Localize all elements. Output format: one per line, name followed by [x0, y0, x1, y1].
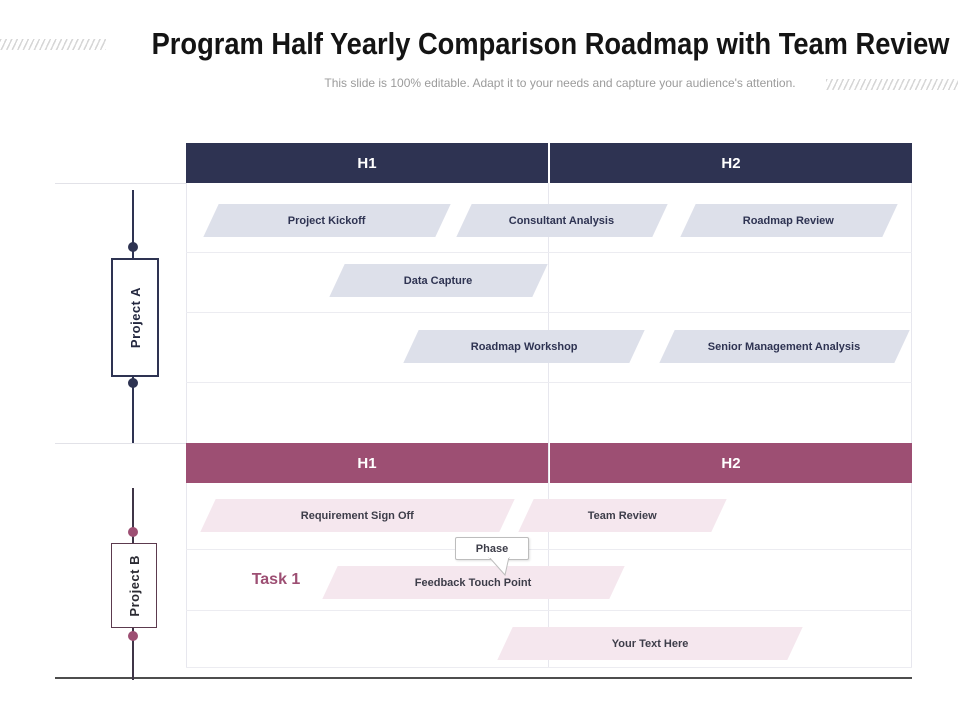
row-separator: [186, 382, 912, 383]
project-b-timeline-dot: [128, 631, 138, 641]
hatch-decoration-left-icon: [0, 39, 106, 50]
task-label: Roadmap Review: [743, 214, 835, 227]
phase-callout-label: Phase: [475, 542, 509, 555]
h1-h2-column-divider: [548, 183, 549, 668]
project-b-label-box: Project B: [111, 543, 157, 628]
section-b-top-guide-line: [55, 443, 186, 444]
task-shape-your-text-here: Your Text Here: [497, 627, 803, 660]
row-separator: [186, 312, 912, 313]
task-shape-roadmap-review: Roadmap Review: [680, 204, 898, 237]
task-shape-consultant-analysis: Consultant Analysis: [456, 204, 668, 237]
project-a-h1-header: H1: [186, 143, 548, 183]
table-left-border: [186, 183, 187, 668]
task-shape-project-kickoff: Project Kickoff: [203, 204, 451, 237]
task-row-label: Task 1: [251, 571, 301, 588]
row-separator: [186, 252, 912, 253]
roadmap-table: H1 H2 Project Kickoff Consultant Analysi…: [186, 143, 912, 668]
slide-subtitle: This slide is 100% editable. Adapt it to…: [324, 76, 796, 90]
task-label: Feedback Touch Point: [415, 576, 532, 589]
phase-callout-pointer-icon: [488, 557, 510, 577]
project-b-timeline-dot: [128, 527, 138, 537]
project-a-timeline-dot: [128, 242, 138, 252]
section-a-top-guide-line: [55, 183, 186, 184]
task-label: Consultant Analysis: [509, 214, 615, 227]
table-right-border: [911, 183, 912, 668]
task-label: Project Kickoff: [288, 214, 366, 227]
task-label: Team Review: [588, 509, 657, 522]
task-label: Roadmap Workshop: [470, 340, 578, 353]
project-b-h2-header: H2: [550, 443, 912, 483]
task-shape-requirement-sign-off: Requirement Sign Off: [200, 499, 515, 532]
hatch-decoration-right-icon: [826, 79, 958, 90]
task-shape-data-capture: Data Capture: [329, 264, 548, 297]
task-label: Data Capture: [404, 274, 473, 287]
task-shape-roadmap-workshop: Roadmap Workshop: [403, 330, 645, 363]
slide-title: Program Half Yearly Comparison Roadmap w…: [151, 26, 950, 61]
task-label: Requirement Sign Off: [300, 509, 415, 522]
project-b-header-row: H1 H2: [186, 443, 912, 483]
row-separator: [186, 610, 912, 611]
project-a-label: Project A: [127, 286, 143, 349]
task-shape-team-review: Team Review: [518, 499, 727, 532]
project-a-h2-header: H2: [550, 143, 912, 183]
project-a-timeline-dot: [128, 378, 138, 388]
row-separator: [186, 549, 912, 550]
project-a-header-row: H1 H2: [186, 143, 912, 183]
task-shape-senior-management-analysis: Senior Management Analysis: [659, 330, 910, 363]
task-shape-feedback-touch-point: Feedback Touch Point: [322, 566, 625, 599]
project-a-label-box: Project A: [111, 258, 159, 377]
slide-bottom-rule: [55, 677, 912, 679]
project-b-h1-header: H1: [186, 443, 548, 483]
task-label: Your Text Here: [611, 637, 689, 650]
task-label: Senior Management Analysis: [708, 340, 861, 353]
table-bottom-border: [186, 667, 912, 668]
project-b-label: Project B: [126, 554, 142, 617]
